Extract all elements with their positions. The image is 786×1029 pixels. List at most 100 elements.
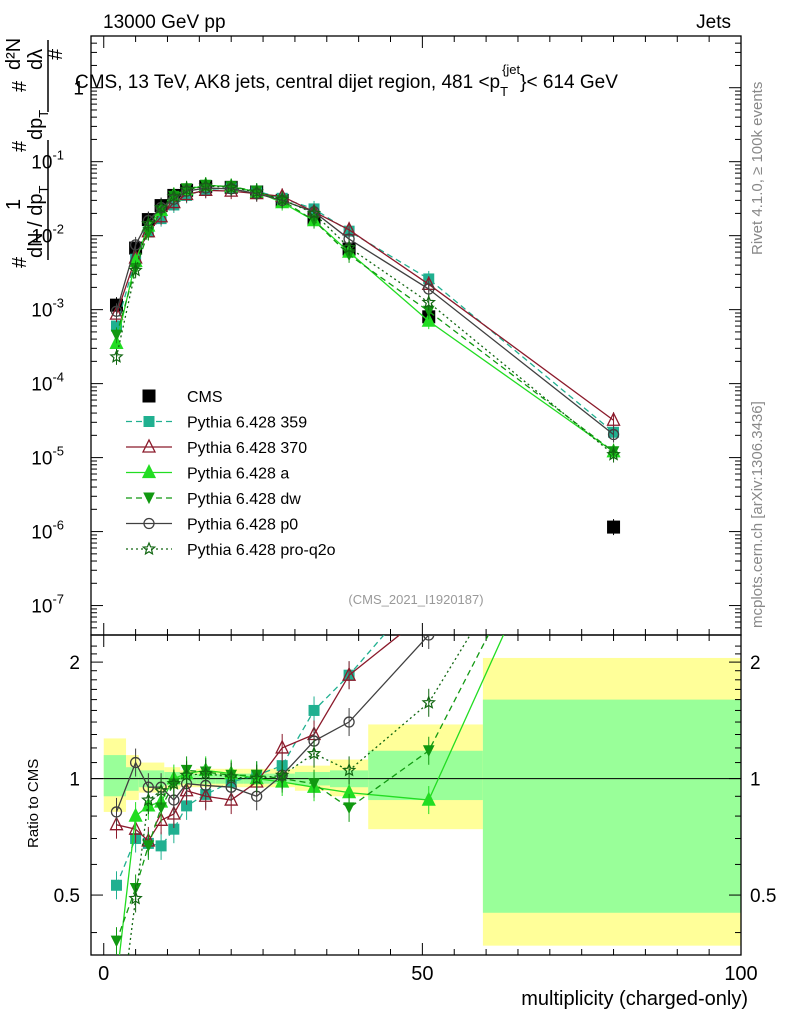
ratio-point (128, 820, 143, 835)
legend-item: Pythia 6.428 359 (126, 415, 307, 432)
data-point (421, 294, 437, 309)
ratio-point (153, 783, 169, 797)
data-point (606, 411, 621, 426)
ratio-point (110, 974, 122, 986)
y-tick-exponent: -1 (52, 148, 64, 163)
data-point (166, 188, 181, 203)
ratio-point (275, 767, 290, 782)
plot-title-main: CMS, 13 TeV, AK8 jets, central dijet reg… (75, 72, 500, 93)
y-tick-mantissa: 10 (31, 597, 52, 618)
rivet-version-label: Rivet 4.1.0, ≥ 100k events (749, 82, 766, 255)
ratio-point (609, 279, 619, 289)
y-tick-mantissa: 10 (31, 375, 52, 396)
ratio-line (115, 635, 490, 942)
ratio-line (115, 635, 385, 886)
y-tick-label: 10-6 (31, 518, 64, 544)
y-tick-label: 10-4 (31, 370, 64, 396)
legend-item: Pythia 6.428 p0 (126, 517, 298, 534)
ratio-point (609, 387, 619, 397)
data-point (110, 329, 123, 342)
ratio-point (198, 787, 213, 802)
data-point (224, 179, 239, 194)
legend-marker (143, 416, 155, 427)
ratio-tick-label-right: 1 (750, 770, 761, 791)
ratio-axis-label: Ratio to CMS (25, 759, 42, 848)
ratio-point (110, 879, 122, 891)
ratio-point (423, 635, 435, 641)
ratio-point (609, 288, 619, 298)
ratio-point (341, 762, 357, 777)
x-axis-label: multiplicity (charged-only) (521, 988, 748, 1010)
ylabel-hash-4: # (45, 48, 67, 60)
data-point (179, 182, 194, 196)
legend-label: Pythia 6.428 359 (187, 415, 307, 432)
ratio-plot-panel: 0 50 100 0.5 0.5 1 1 2 2 (54, 279, 776, 986)
ratio-frame (90, 634, 742, 956)
series-line (115, 184, 614, 453)
y-tick-label: 10-7 (31, 592, 64, 618)
y-tick-exponent: -2 (52, 222, 64, 237)
data-point (607, 428, 620, 441)
y-tick-label: 10-2 (31, 222, 64, 248)
ylabel-dN-dpT: dN / dpT (25, 186, 51, 258)
data-point (306, 205, 322, 220)
legend-item: Pythia 6.428 dw (126, 491, 301, 508)
header-left-label: 13000 GeV pp (103, 12, 226, 33)
data-point (275, 191, 290, 206)
header-right-label: Jets (696, 12, 731, 33)
ylabel-d2N: d²N (3, 38, 25, 70)
ratio-series-6 (127, 394, 620, 955)
band-inner (482, 699, 741, 913)
legend-marker (142, 389, 156, 403)
ratio-point (198, 766, 213, 780)
ratio-point (224, 769, 239, 784)
legend-label: Pythia 6.428 pro-q2o (187, 542, 336, 559)
data-point (141, 216, 156, 230)
ratio-point (249, 771, 264, 785)
ratio-point (110, 935, 123, 948)
legend-label: Pythia 6.428 dw (187, 491, 301, 508)
legend-label: Pythia 6.428 370 (187, 440, 307, 457)
ylabel-hash-1: # (9, 256, 31, 268)
series-line (115, 184, 614, 453)
legend-marker (143, 517, 155, 530)
ylabel-one: 1 (3, 199, 25, 210)
analysis-id: (CMS_2021_I1920187) (348, 592, 483, 607)
ratio-point (608, 394, 620, 405)
ratio-point (129, 756, 142, 769)
ratio-point (343, 716, 355, 728)
y-tick-exponent: -4 (52, 370, 64, 385)
ratio-tick-label-left: 0.5 (54, 886, 80, 907)
main-series-group (109, 176, 621, 536)
legend-marker (143, 492, 155, 505)
y-tick-mantissa: 10 (31, 449, 52, 470)
x-tick-label: 100 (724, 963, 757, 985)
ratio-point (308, 704, 320, 716)
ratio-point (224, 791, 239, 806)
legend-item: Pythia 6.428 a (126, 464, 289, 483)
data-point (341, 240, 357, 254)
y-tick-label: 10-3 (31, 296, 64, 322)
legend-item: CMS (142, 389, 223, 406)
ratio-point (424, 578, 434, 588)
data-point (109, 349, 124, 363)
ylabel-dp: dpT (25, 110, 51, 140)
data-point (129, 239, 142, 251)
ratio-tick-label-left: 2 (69, 653, 80, 674)
main-plot-panel: 10-710-610-510-410-310-210-11 (31, 35, 742, 636)
ylabel-hash-3: # (9, 80, 31, 92)
y-tick-label: 10-1 (31, 148, 64, 174)
ratio-tick-label-left: 1 (69, 770, 80, 791)
ratio-point (109, 816, 124, 831)
plot-title-end: }< 614 GeV (520, 72, 618, 93)
y-tick-label: 1 (73, 79, 84, 100)
ratio-point (142, 840, 155, 852)
ylabel-dlambda: dλ (25, 49, 47, 70)
ratio-point (110, 806, 123, 818)
data-point (421, 312, 436, 327)
data-point (110, 305, 123, 317)
ratio-point (421, 791, 436, 806)
legend-marker (141, 438, 157, 453)
y-tick-mantissa: 10 (31, 301, 52, 322)
